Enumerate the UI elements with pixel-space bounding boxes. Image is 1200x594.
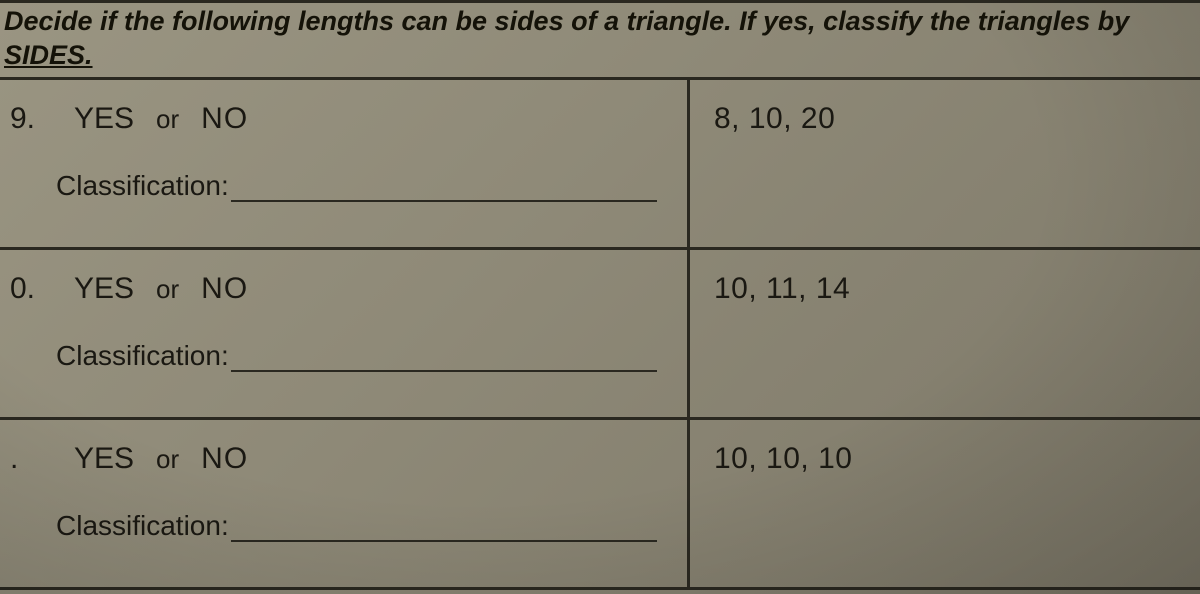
no-option[interactable]: NO — [201, 102, 248, 136]
instruction-bar: Decide if the following lengths can be s… — [0, 0, 1200, 80]
question-cell-right: 10, 10, 10 — [690, 420, 1200, 587]
or-label: or — [156, 274, 179, 305]
side-lengths: 8, 10, 20 — [714, 102, 835, 135]
yes-no-line: 0. YES or NO — [10, 272, 657, 306]
question-row: 9. YES or NO Classification: 8, 10, 20 — [0, 80, 1200, 250]
yes-option[interactable]: YES — [74, 442, 134, 476]
question-cell-right: 10, 11, 14 — [690, 250, 1200, 417]
question-row: 0. YES or NO Classification: 10, 11, 14 — [0, 250, 1200, 420]
classification-line: Classification: — [56, 510, 657, 542]
classification-line: Classification: — [56, 340, 657, 372]
classification-blank[interactable] — [231, 514, 657, 542]
question-cell-left: . YES or NO Classification: — [0, 420, 690, 587]
or-label: or — [156, 104, 179, 135]
yes-no-choice[interactable]: YES or NO — [74, 102, 248, 136]
no-option[interactable]: NO — [201, 272, 248, 306]
or-label: or — [156, 444, 179, 475]
classification-blank[interactable] — [231, 174, 657, 202]
yes-option[interactable]: YES — [74, 102, 134, 136]
worksheet-page: Decide if the following lengths can be s… — [0, 0, 1200, 594]
yes-no-choice[interactable]: YES or NO — [74, 442, 248, 476]
classification-blank[interactable] — [231, 344, 657, 372]
instruction-underlined: SIDES. — [4, 40, 93, 70]
yes-no-choice[interactable]: YES or NO — [74, 272, 248, 306]
question-number: . — [10, 442, 44, 476]
classification-line: Classification: — [56, 170, 657, 202]
instruction-prefix: Decide if the following lengths can be s… — [4, 6, 1129, 36]
question-number: 9. — [10, 102, 44, 136]
question-number: 0. — [10, 272, 44, 306]
classification-label: Classification: — [56, 340, 229, 372]
yes-no-line: 9. YES or NO — [10, 102, 657, 136]
yes-no-line: . YES or NO — [10, 442, 657, 476]
no-option[interactable]: NO — [201, 442, 248, 476]
classification-label: Classification: — [56, 510, 229, 542]
instruction-text: Decide if the following lengths can be s… — [4, 5, 1190, 73]
side-lengths: 10, 10, 10 — [714, 442, 852, 475]
classification-label: Classification: — [56, 170, 229, 202]
yes-option[interactable]: YES — [74, 272, 134, 306]
question-row: . YES or NO Classification: 10, 10, 10 — [0, 420, 1200, 590]
question-cell-left: 9. YES or NO Classification: — [0, 80, 690, 247]
question-cell-left: 0. YES or NO Classification: — [0, 250, 690, 417]
question-rows: 9. YES or NO Classification: 8, 10, 20 — [0, 80, 1200, 590]
side-lengths: 10, 11, 14 — [714, 272, 850, 305]
question-cell-right: 8, 10, 20 — [690, 80, 1200, 247]
